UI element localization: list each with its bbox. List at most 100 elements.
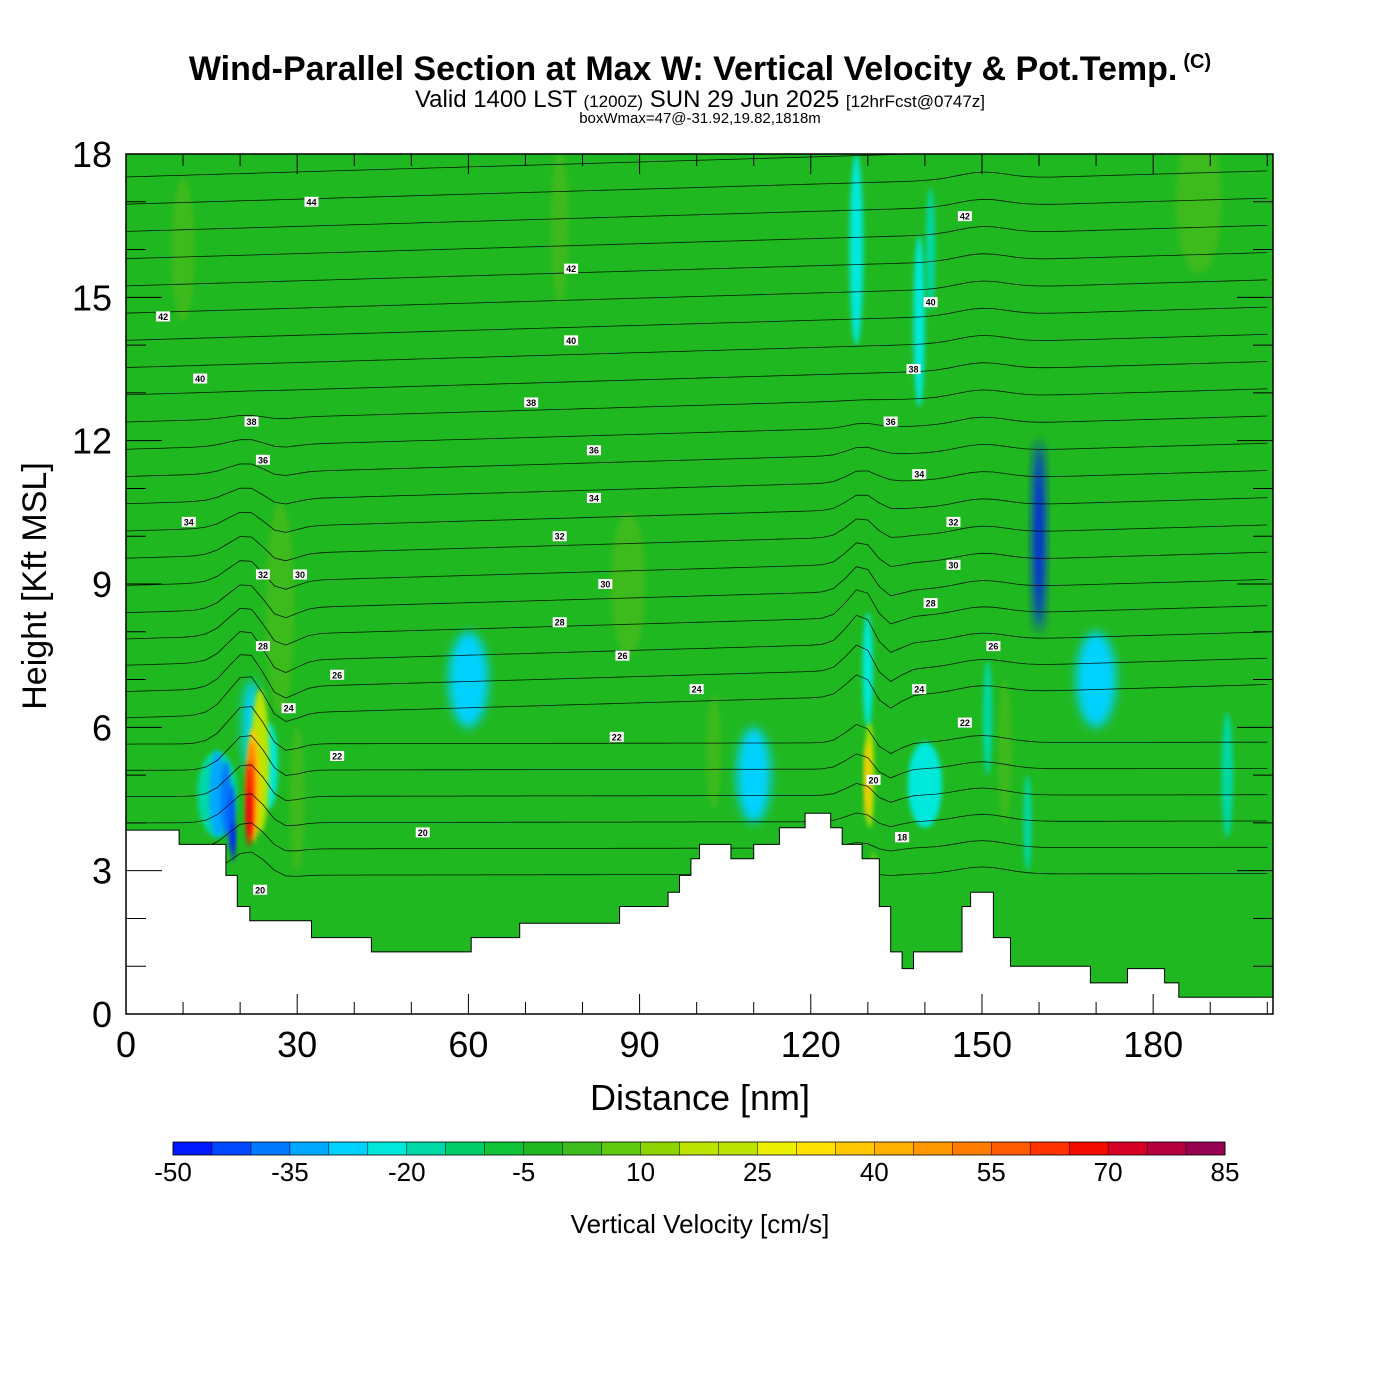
contour-label: 40 (566, 336, 576, 346)
contour-label-box (866, 774, 881, 785)
colorbar-swatch (406, 1142, 447, 1155)
potential-temperature-contours (126, 116, 1268, 877)
velocity-cell (448, 631, 489, 728)
theta-contour (126, 822, 1268, 852)
x-tick-label: 120 (781, 1024, 841, 1065)
colorbar-swatch (991, 1142, 1031, 1155)
contour-label: 30 (948, 560, 958, 570)
contour-label: 22 (612, 732, 622, 742)
contour-label-box (883, 416, 898, 427)
chart-title: Wind-Parallel Section at Max W: Vertical… (0, 50, 1400, 89)
x-tick-label: 180 (1123, 1024, 1183, 1065)
contour-label-box (524, 397, 539, 408)
velocity-cell (913, 235, 925, 408)
colorbar-tick-label: 55 (977, 1157, 1006, 1187)
theta-contour (126, 225, 1268, 259)
contour-label-box (895, 832, 910, 843)
x-tick-label: 90 (620, 1024, 660, 1065)
colorbar-swatch (250, 1142, 291, 1155)
contour-label: 28 (258, 642, 268, 652)
colorbar-tick-label: 70 (1094, 1157, 1123, 1187)
colorbar-swatch (484, 1142, 524, 1155)
y-tick-label: 3 (92, 851, 112, 892)
contour-label-box (181, 516, 196, 527)
contour-label-box (923, 297, 938, 308)
contour-label: 24 (692, 685, 702, 695)
theta-contour (126, 442, 1268, 477)
colorbar-tick-labels: -50 -35 -20 -5 10 25 40 55 70 85 (154, 1157, 1239, 1187)
y-tick-label: 9 (92, 564, 112, 605)
contour-label: 32 (258, 570, 268, 580)
colorbar-swatch (1069, 1142, 1109, 1155)
y-axis-label: Height [Kft MSL] (16, 462, 54, 710)
colorbar-swatch (874, 1142, 914, 1155)
velocity-cell (907, 741, 943, 828)
contour-label-box (552, 531, 567, 542)
colorbar-tick-label: 10 (626, 1157, 655, 1187)
contour-label-box (255, 454, 270, 465)
x-tick-label: 0 (116, 1024, 136, 1065)
velocity-cell (550, 154, 569, 303)
contour-label: 36 (589, 446, 599, 456)
theta-contour (126, 279, 1268, 314)
contour-labels: 1618202020222222242424262626282828303030… (156, 196, 1001, 895)
colorbar-swatch (211, 1142, 252, 1155)
colorbar-swatch (952, 1142, 992, 1155)
colorbar-swatch (1186, 1142, 1226, 1155)
colorbar-swatch (835, 1142, 875, 1155)
colorbar-tick-label: -5 (512, 1157, 535, 1187)
theta-contour (126, 388, 1268, 423)
contour-label: 20 (869, 775, 879, 785)
contour-label: 32 (948, 517, 958, 527)
x-axis-label: Distance [nm] (590, 1077, 810, 1118)
velocity-cell (1076, 631, 1117, 728)
velocity-cell (997, 679, 1012, 823)
theta-contour (126, 116, 1267, 149)
colorbar-swatch (718, 1142, 758, 1155)
velocity-cell (926, 187, 936, 312)
contour-label-box (615, 650, 630, 661)
x-tick-labels: 0 30 60 90 120 150 180 (116, 1024, 1183, 1065)
contour-label-box (156, 311, 171, 322)
colorbar-tick-label: -50 (154, 1157, 192, 1187)
colorbar-swatch (173, 1142, 213, 1155)
contour-label-box (586, 493, 601, 503)
box-wmax-info: boxWmax=47@-31.92,19.82,1818m (579, 110, 821, 127)
colorbar-swatch (523, 1142, 563, 1155)
contour-label-box (598, 579, 613, 589)
velocity-cell (1175, 154, 1222, 274)
velocity-cell (1033, 440, 1045, 632)
contour-label: 36 (258, 455, 268, 465)
colorbar-swatch (367, 1142, 408, 1155)
velocity-cell (265, 502, 295, 713)
colorbar-label: Vertical Velocity [cm/s] (571, 1209, 830, 1239)
velocity-cell (289, 727, 305, 871)
contour-label-box (609, 731, 624, 742)
axis-ticks (125, 153, 1273, 1015)
colorbar-swatch (562, 1142, 602, 1155)
contour-label-box (255, 641, 270, 652)
contour-label: 34 (589, 494, 599, 504)
x-tick-label: 30 (277, 1024, 317, 1065)
contour-label: 24 (284, 704, 294, 714)
contour-label: 32 (555, 532, 565, 542)
colorbar-swatch (289, 1142, 330, 1155)
y-tick-label: 0 (92, 994, 112, 1035)
velocity-cell (849, 154, 864, 346)
contour-label: 28 (555, 618, 565, 628)
theta-contour (126, 518, 1268, 562)
contour-label-box (552, 617, 567, 628)
contour-label: 40 (926, 298, 936, 308)
theta-contour (126, 706, 1268, 754)
copyright-mark: (C) (1183, 50, 1212, 73)
colorbar-swatch (328, 1142, 369, 1155)
contour-label: 34 (914, 470, 924, 480)
terrain-mask (125, 812, 1274, 1015)
contour-label: 28 (926, 599, 936, 609)
contour-label: 30 (600, 580, 610, 590)
theta-contour (126, 793, 1268, 828)
contour-label-box (193, 373, 208, 384)
velocity-cell (983, 660, 993, 776)
theta-contour (126, 197, 1268, 232)
